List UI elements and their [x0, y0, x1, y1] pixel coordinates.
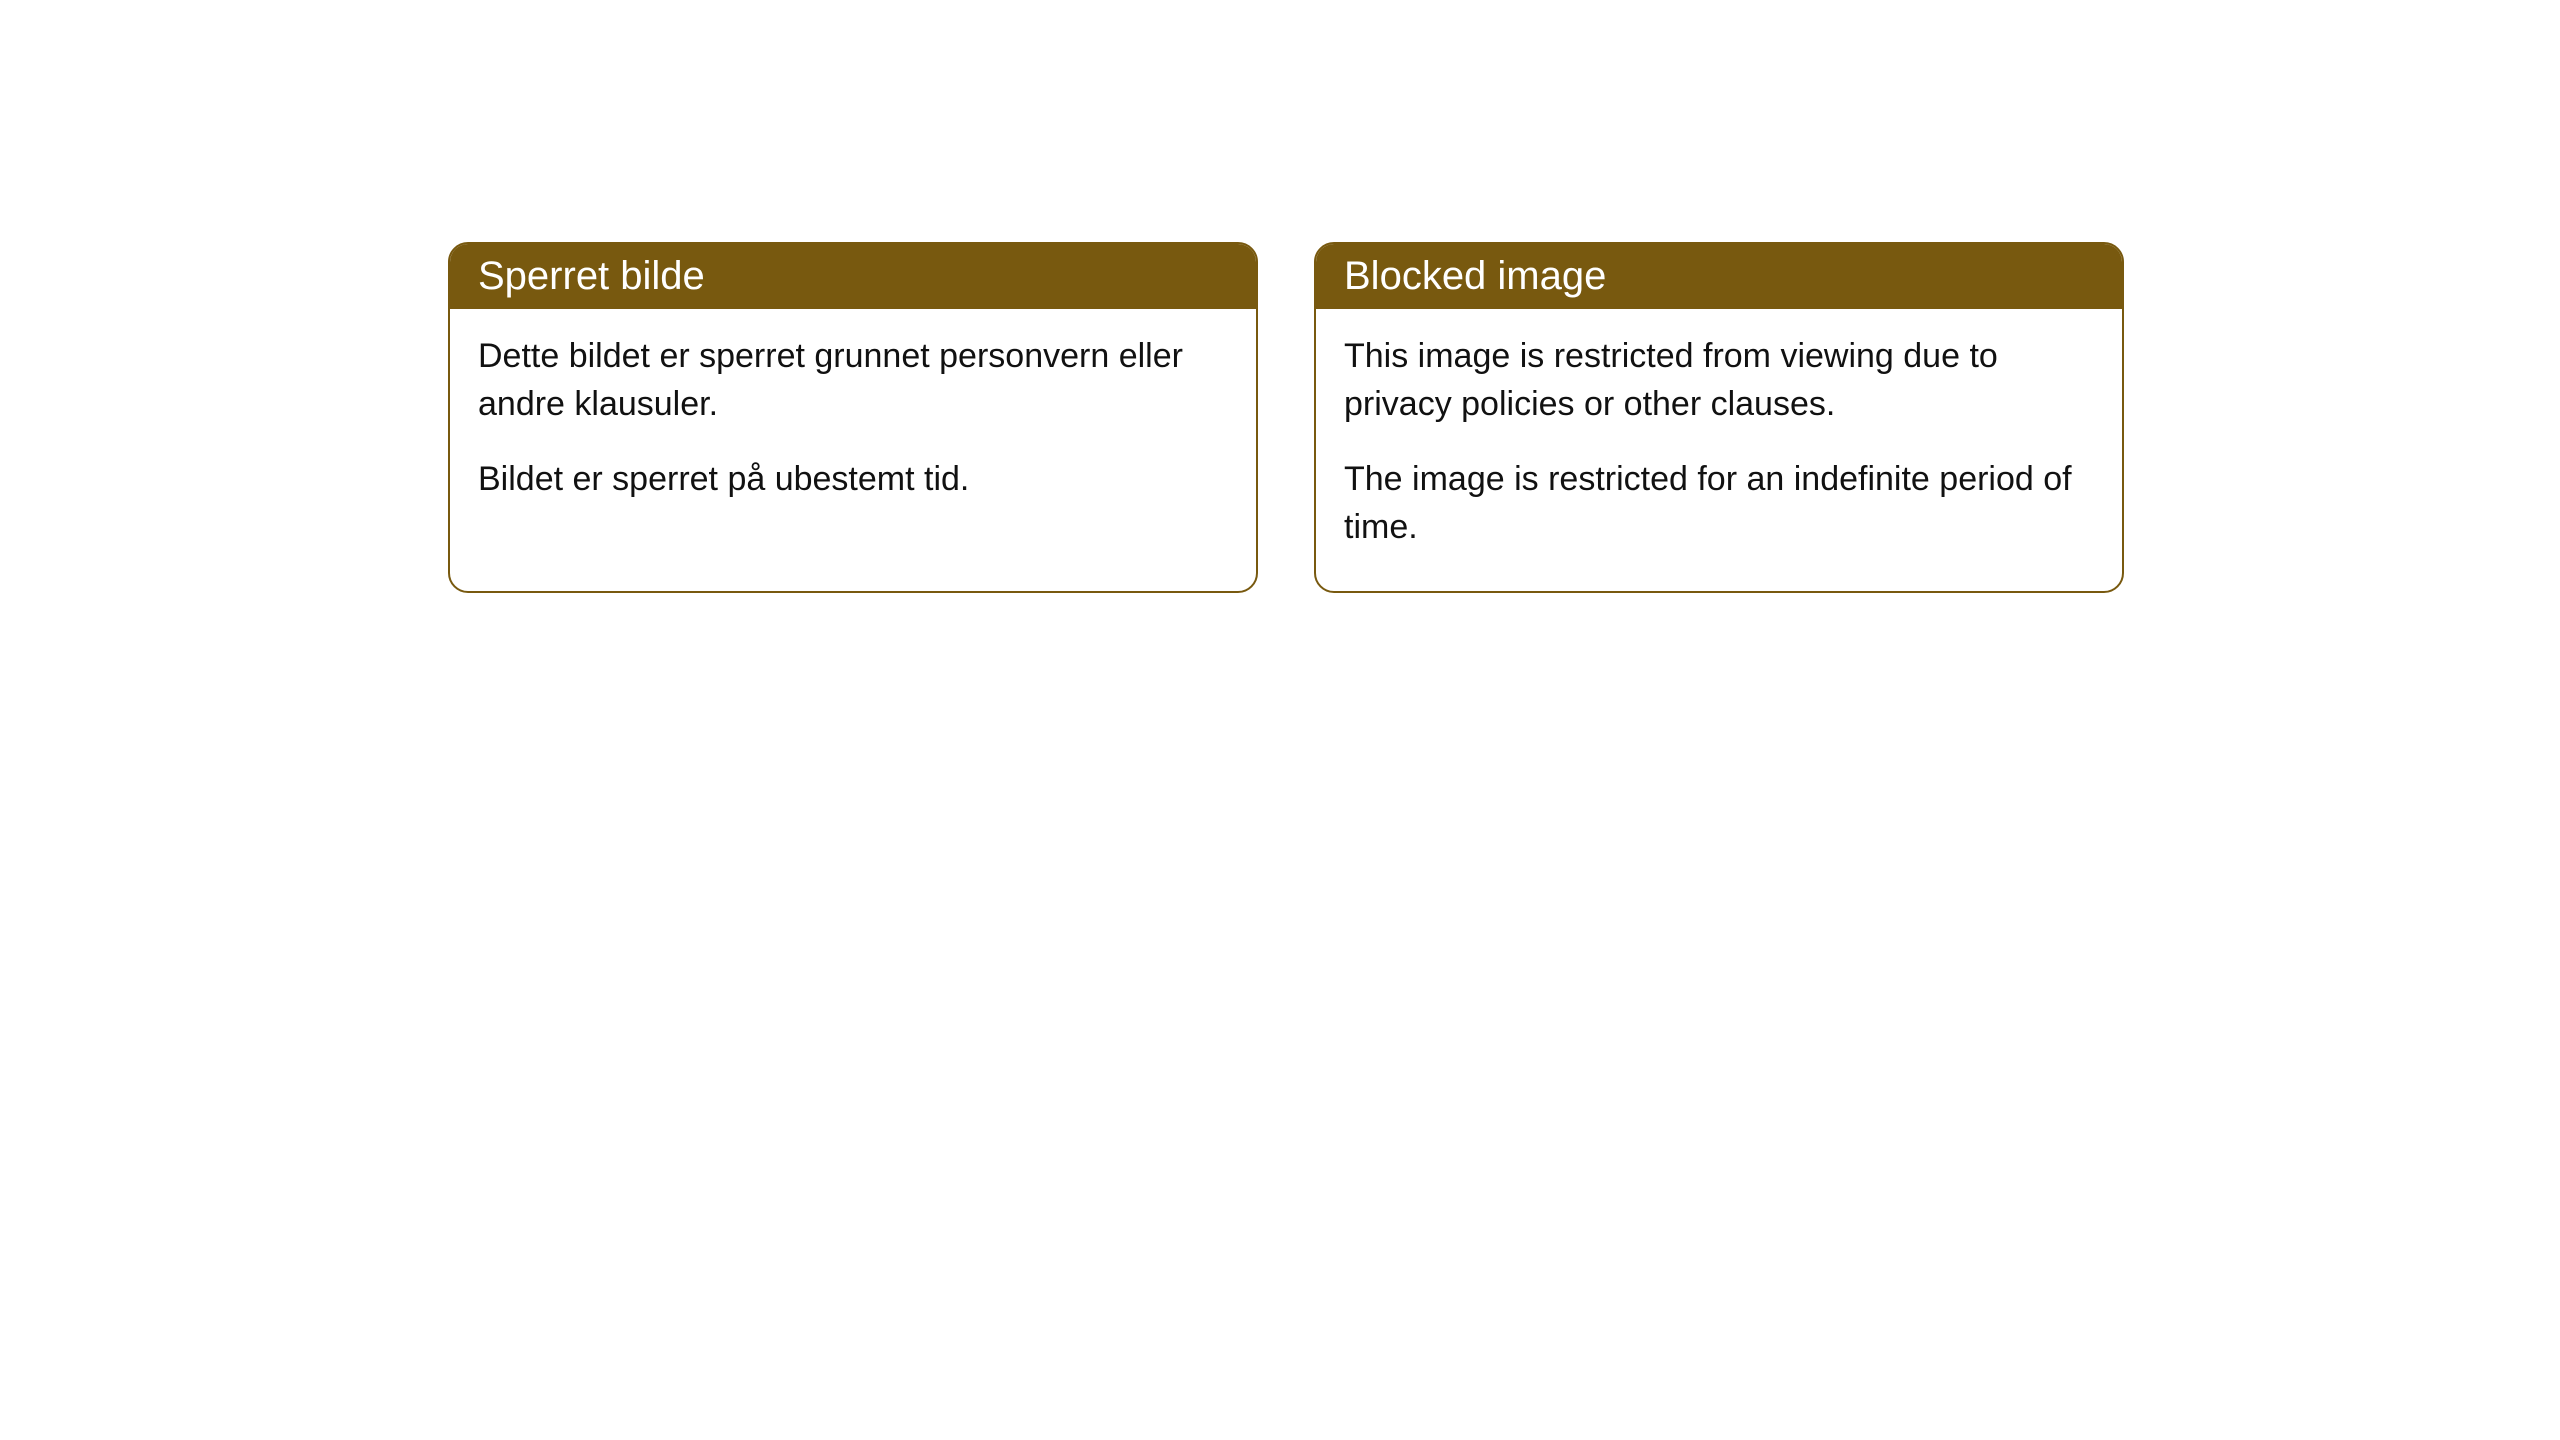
card-body: Dette bildet er sperret grunnet personve… [450, 309, 1256, 544]
card-header: Blocked image [1316, 244, 2122, 309]
notice-card-container: Sperret bilde Dette bildet er sperret gr… [448, 242, 2124, 593]
card-paragraph: The image is restricted for an indefinit… [1344, 456, 2094, 551]
blocked-image-card-no: Sperret bilde Dette bildet er sperret gr… [448, 242, 1258, 593]
card-paragraph: Bildet er sperret på ubestemt tid. [478, 456, 1228, 504]
card-paragraph: Dette bildet er sperret grunnet personve… [478, 333, 1228, 428]
card-paragraph: This image is restricted from viewing du… [1344, 333, 2094, 428]
card-header: Sperret bilde [450, 244, 1256, 309]
card-body: This image is restricted from viewing du… [1316, 309, 2122, 591]
blocked-image-card-en: Blocked image This image is restricted f… [1314, 242, 2124, 593]
